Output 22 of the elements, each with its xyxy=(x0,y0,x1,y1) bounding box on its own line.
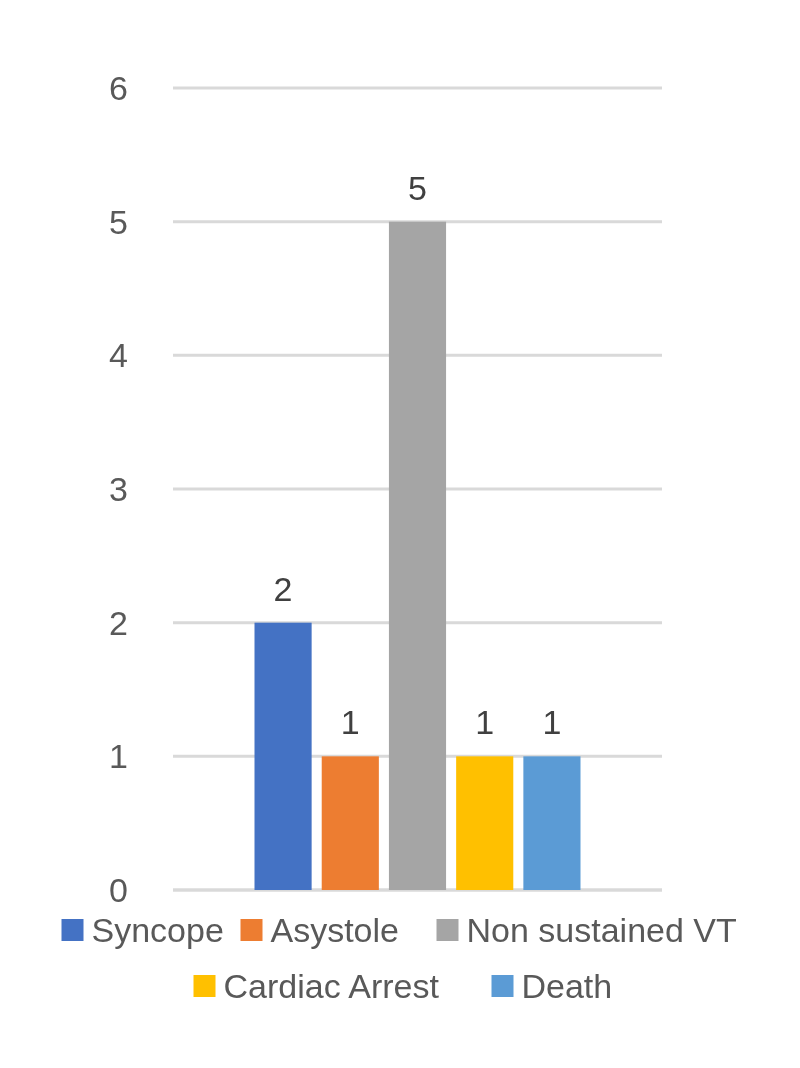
y-tick-label: 4 xyxy=(109,336,128,375)
bar xyxy=(523,756,581,890)
y-tick-label: 3 xyxy=(109,469,128,508)
y-tick-label: 6 xyxy=(109,68,128,107)
data-label: 2 xyxy=(273,569,293,608)
bar xyxy=(388,221,447,890)
y-tick-label: 1 xyxy=(109,737,128,776)
legend-label: Death xyxy=(521,966,613,1005)
y-tick-label: 0 xyxy=(109,870,128,909)
data-label: 1 xyxy=(475,703,495,742)
legend-label: Cardiac Arrest xyxy=(223,966,440,1005)
y-tick-label: 5 xyxy=(109,202,128,241)
bar xyxy=(321,756,379,890)
legend-label: Syncope xyxy=(91,910,224,949)
data-label: 1 xyxy=(542,703,562,742)
bar xyxy=(254,622,312,890)
data-label: 1 xyxy=(340,703,360,742)
data-label: 5 xyxy=(408,168,427,207)
legend-label: Non sustained VT xyxy=(466,910,737,949)
legend-label: Asystole xyxy=(270,910,399,949)
y-tick-label: 2 xyxy=(109,603,128,642)
bar xyxy=(456,756,514,890)
